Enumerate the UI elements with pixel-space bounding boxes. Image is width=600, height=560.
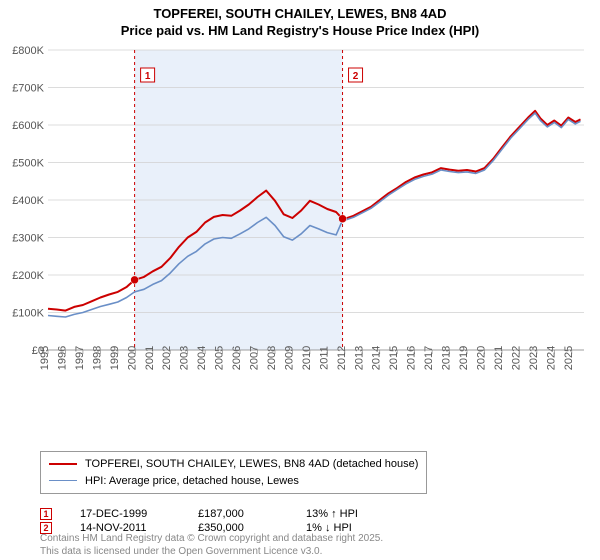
legend: TOPFEREI, SOUTH CHAILEY, LEWES, BN8 4AD … xyxy=(40,451,427,494)
x-tick-label: 2003 xyxy=(179,346,191,370)
x-tick-label: 2001 xyxy=(144,346,156,370)
y-tick-label: £300K xyxy=(12,233,44,245)
legend-row: TOPFEREI, SOUTH CHAILEY, LEWES, BN8 4AD … xyxy=(49,456,418,473)
sale-delta: 13% ↑ HPI xyxy=(306,508,386,520)
x-tick-label: 1996 xyxy=(56,346,68,370)
chart-svg: £0£100K£200K£300K£400K£500K£600K£700K£80… xyxy=(0,44,600,404)
legend-label: HPI: Average price, detached house, Lewe… xyxy=(85,473,299,490)
vline-label: 1 xyxy=(145,71,151,82)
x-tick-label: 1999 xyxy=(109,346,121,370)
x-tick-label: 2013 xyxy=(353,346,365,370)
title-line2: Price paid vs. HM Land Registry's House … xyxy=(0,23,600,40)
x-tick-label: 2009 xyxy=(283,346,295,370)
x-tick-label: 2017 xyxy=(423,346,435,370)
legend-row: HPI: Average price, detached house, Lewe… xyxy=(49,473,418,490)
x-tick-label: 1998 xyxy=(91,346,103,370)
sale-marker-icon: 1 xyxy=(40,508,52,520)
sale-marker-dot xyxy=(339,215,347,223)
x-tick-label: 2012 xyxy=(336,346,348,370)
sales-block: 1 17-DEC-1999 £187,000 13% ↑ HPI 2 14-NO… xyxy=(40,508,386,536)
legend-label: TOPFEREI, SOUTH CHAILEY, LEWES, BN8 4AD … xyxy=(85,456,418,473)
y-tick-label: £400K xyxy=(12,195,44,207)
x-tick-label: 2006 xyxy=(231,346,243,370)
x-tick-label: 2020 xyxy=(475,346,487,370)
sale-marker-dot xyxy=(131,276,139,284)
x-tick-label: 2022 xyxy=(510,346,522,370)
x-tick-label: 1995 xyxy=(39,346,51,370)
x-tick-label: 2002 xyxy=(161,346,173,370)
x-tick-label: 2007 xyxy=(249,346,261,370)
y-tick-label: £100K xyxy=(12,308,44,320)
legend-swatch xyxy=(49,480,77,481)
vline-label: 2 xyxy=(353,71,359,82)
x-tick-label: 2021 xyxy=(493,346,505,370)
footer-line2: This data is licensed under the Open Gov… xyxy=(40,546,383,559)
x-tick-label: 2015 xyxy=(388,346,400,370)
x-tick-label: 2010 xyxy=(301,346,313,370)
x-tick-label: 1997 xyxy=(74,346,86,370)
x-tick-label: 2008 xyxy=(266,346,278,370)
y-tick-label: £500K xyxy=(12,158,44,170)
x-tick-label: 2000 xyxy=(126,346,138,370)
x-tick-label: 2014 xyxy=(371,346,383,370)
x-tick-label: 2016 xyxy=(406,346,418,370)
title-line1: TOPFEREI, SOUTH CHAILEY, LEWES, BN8 4AD xyxy=(0,6,600,23)
footer: Contains HM Land Registry data © Crown c… xyxy=(40,533,383,558)
y-tick-label: £800K xyxy=(12,45,44,57)
sale-price: £187,000 xyxy=(198,508,278,520)
y-tick-label: £600K xyxy=(12,120,44,132)
x-tick-label: 2004 xyxy=(196,346,208,370)
y-tick-label: £700K xyxy=(12,83,44,95)
y-tick-label: £200K xyxy=(12,270,44,282)
sale-date: 17-DEC-1999 xyxy=(80,508,170,520)
x-tick-label: 2005 xyxy=(214,346,226,370)
title-block: TOPFEREI, SOUTH CHAILEY, LEWES, BN8 4AD … xyxy=(0,0,600,40)
footer-line1: Contains HM Land Registry data © Crown c… xyxy=(40,533,383,546)
legend-swatch xyxy=(49,463,77,465)
x-tick-label: 2024 xyxy=(545,346,557,370)
sale-row: 1 17-DEC-1999 £187,000 13% ↑ HPI xyxy=(40,508,386,520)
x-tick-label: 2025 xyxy=(563,346,575,370)
x-tick-label: 2023 xyxy=(528,346,540,370)
price-chart: £0£100K£200K£300K£400K£500K£600K£700K£80… xyxy=(0,44,600,404)
x-tick-label: 2019 xyxy=(458,346,470,370)
x-tick-label: 2018 xyxy=(441,346,453,370)
